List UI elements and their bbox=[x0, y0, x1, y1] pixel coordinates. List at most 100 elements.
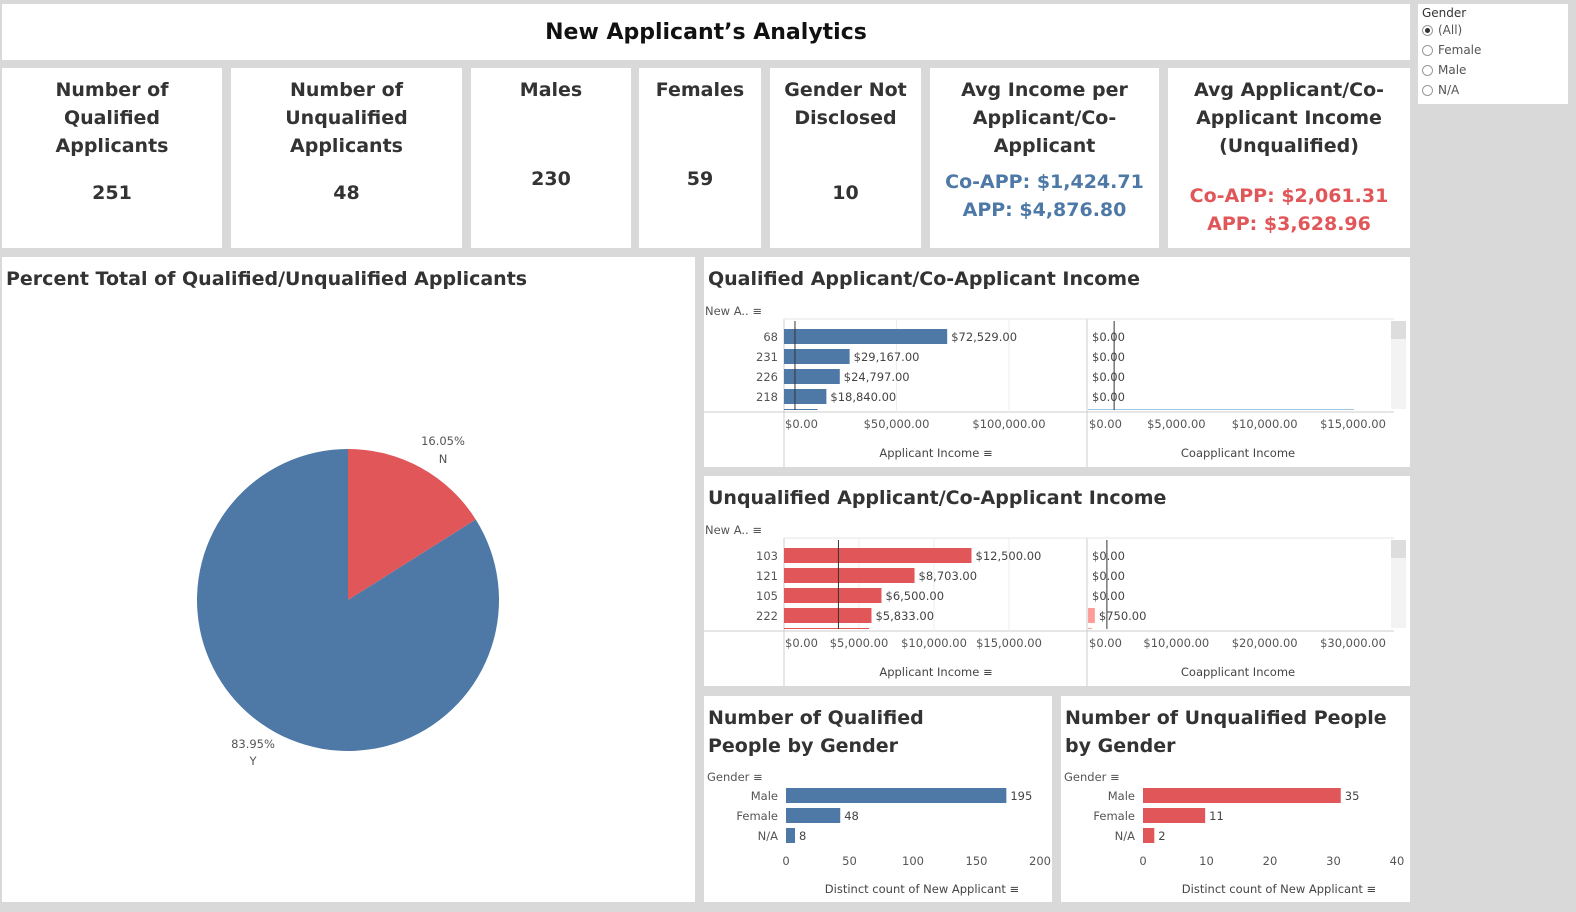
kpi-males-card: Males 230 bbox=[471, 68, 631, 248]
x-axis-title: Applicant Income ≡ bbox=[879, 665, 992, 679]
row-label: 103 bbox=[756, 549, 778, 563]
kpi-value: 10 bbox=[832, 182, 859, 204]
kpi-label: Avg Applicant/Co-Applicant Income (Unqua… bbox=[1193, 79, 1385, 157]
gender-bar-label: 48 bbox=[844, 809, 859, 823]
radio-icon[interactable] bbox=[1422, 84, 1433, 96]
gender-filter: Gender (All) Female Male N/A bbox=[1418, 4, 1568, 104]
radio-icon[interactable] bbox=[1422, 64, 1433, 76]
applicant-bar bbox=[784, 568, 915, 583]
unqualified-income-title: Unqualified Applicant/Co-Applicant Incom… bbox=[708, 487, 1167, 509]
scrollbar-track bbox=[1391, 558, 1406, 628]
row-label: Male bbox=[751, 789, 778, 803]
qualified-income-chart: New A.. ≡68 $72,529.00 $0.00 231 $29,167.00 $… bbox=[704, 304, 1406, 467]
filter-option-female[interactable]: Female bbox=[1422, 40, 1564, 60]
radio-icon[interactable] bbox=[1422, 24, 1433, 36]
row-label: 226 bbox=[756, 370, 778, 384]
unqualified-gender-chart: Gender ≡ Male 35 Female 11 N/A 20 10 20 30 40 Disti… bbox=[1064, 770, 1405, 896]
row-label: Female bbox=[736, 809, 778, 823]
x-tick: $5,000.00 bbox=[1147, 417, 1206, 431]
kpi-value: 251 bbox=[92, 182, 132, 204]
gender-bar bbox=[786, 788, 1007, 803]
row-label: 222 bbox=[756, 609, 778, 623]
coapplicant-bar bbox=[1088, 628, 1093, 629]
applicant-bar bbox=[784, 608, 872, 623]
filter-option-male[interactable]: Male bbox=[1422, 60, 1564, 80]
kpi-coapp-value: Co-APP: $2,061.31 bbox=[1189, 185, 1389, 207]
x-tick: $20,000.00 bbox=[1232, 636, 1298, 650]
radio-icon[interactable] bbox=[1422, 44, 1433, 56]
applicant-bar bbox=[784, 588, 882, 603]
x-tick: 40 bbox=[1390, 854, 1405, 868]
gender-bar-label: 8 bbox=[799, 829, 806, 843]
kpi-qualified-card: Number of Qualified Applicants 251 bbox=[2, 68, 222, 248]
kpi-app-value: APP: $4,876.80 bbox=[962, 199, 1127, 221]
qualified-gender-panel: Number of Qualified People by Gender Gen… bbox=[704, 696, 1052, 902]
row-header: New A.. ≡ bbox=[705, 304, 762, 318]
kpi-unqualified-card: Number of Unqualified Applicants 48 bbox=[231, 68, 462, 248]
applicant-bar-label: $72,529.00 bbox=[951, 330, 1017, 344]
filter-option-label: N/A bbox=[1438, 83, 1460, 97]
gender-bar bbox=[1143, 828, 1155, 843]
gender-bar-label: 195 bbox=[1010, 789, 1032, 803]
row-label: N/A bbox=[758, 829, 778, 843]
applicant-bar-label: $18,840.00 bbox=[830, 390, 896, 404]
scrollbar-thumb bbox=[1391, 540, 1406, 558]
x-axis-title: Coapplicant Income bbox=[1181, 665, 1295, 679]
x-axis-title: Applicant Income ≡ bbox=[879, 446, 992, 460]
row-label: 121 bbox=[756, 569, 778, 583]
kpi-label: Number of Unqualified Applicants bbox=[285, 79, 408, 157]
filter-option-all[interactable]: (All) bbox=[1422, 20, 1564, 40]
applicant-bar-label: $5,833.00 bbox=[875, 609, 934, 623]
applicant-bar bbox=[784, 389, 827, 404]
x-tick: 200 bbox=[1029, 854, 1051, 868]
kpi-app-value: APP: $3,628.96 bbox=[1207, 213, 1371, 235]
gender-bar bbox=[1143, 808, 1206, 823]
x-tick: $10,000.00 bbox=[1232, 417, 1298, 431]
pie-label-name: N bbox=[439, 452, 448, 466]
row-header: Gender ≡ bbox=[1064, 770, 1120, 784]
pie-slice-Y bbox=[197, 449, 500, 751]
gender-bar-label: 11 bbox=[1209, 809, 1224, 823]
kpi-coapp-value: Co-APP: $1,424.71 bbox=[945, 171, 1144, 193]
coapplicant-bar-label: $0.00 bbox=[1092, 549, 1125, 563]
coapplicant-bar-label: $0.00 bbox=[1092, 350, 1125, 364]
applicant-bar bbox=[784, 409, 818, 410]
filter-option-label: (All) bbox=[1438, 23, 1463, 37]
pie-chart: 16.05% N 83.95% Y bbox=[197, 434, 500, 768]
page-title: New Applicant’s Analytics bbox=[545, 19, 867, 45]
x-tick: $10,000.00 bbox=[1143, 636, 1209, 650]
qualified-gender-title: Number of Qualified People by Gender bbox=[708, 707, 924, 757]
kpi-value: 230 bbox=[531, 168, 571, 190]
applicant-bar bbox=[784, 628, 870, 629]
coapplicant-bar-label: $0.00 bbox=[1092, 390, 1125, 404]
applicant-bar bbox=[784, 369, 840, 384]
coapplicant-bar-label: $0.00 bbox=[1092, 330, 1125, 344]
kpi-label: Avg Income per Applicant/Co-Applicant bbox=[961, 79, 1128, 157]
x-tick: $100,000.00 bbox=[972, 417, 1045, 431]
row-header: Gender ≡ bbox=[707, 770, 763, 784]
kpi-not-disclosed-card: Gender Not Disclosed 10 bbox=[770, 68, 921, 248]
applicant-bar bbox=[784, 329, 948, 344]
unqualified-gender-panel: Number of Unqualified People by Gender G… bbox=[1061, 696, 1410, 902]
kpi-label: Number of Qualified Applicants bbox=[55, 79, 169, 157]
filter-option-label: Female bbox=[1438, 43, 1482, 57]
coapplicant-bar-label: $0.00 bbox=[1092, 569, 1125, 583]
filter-title: Gender bbox=[1422, 6, 1467, 20]
kpi-avg-unqualified-card: Avg Applicant/Co-Applicant Income (Unqua… bbox=[1168, 68, 1410, 248]
applicant-bar-label: $6,500.00 bbox=[886, 589, 945, 603]
kpi-label: Gender Not Disclosed bbox=[784, 79, 907, 129]
scrollbar-thumb bbox=[1391, 321, 1406, 339]
unqualified-income-chart: New A.. ≡ 103 $12,500.00 $0.00 121 $8,703.00 $… bbox=[704, 523, 1406, 686]
row-label: 105 bbox=[756, 589, 778, 603]
applicant-bar bbox=[784, 349, 850, 364]
x-axis-title: Distinct count of New Applicant ≡ bbox=[825, 882, 1019, 896]
gender-bar-label: 35 bbox=[1345, 789, 1360, 803]
x-tick: 0 bbox=[1139, 854, 1146, 868]
x-tick: $0.00 bbox=[785, 417, 818, 431]
applicant-bar-label: $24,797.00 bbox=[844, 370, 910, 384]
pie-label-pct: 83.95% bbox=[231, 737, 275, 751]
applicant-bar-label: $12,500.00 bbox=[976, 549, 1042, 563]
filter-option-na[interactable]: N/A bbox=[1422, 80, 1564, 100]
kpi-avg-income-card: Avg Income per Applicant/Co-Applicant Co… bbox=[930, 68, 1159, 248]
unqualified-income-panel: Unqualified Applicant/Co-Applicant Incom… bbox=[704, 476, 1410, 686]
